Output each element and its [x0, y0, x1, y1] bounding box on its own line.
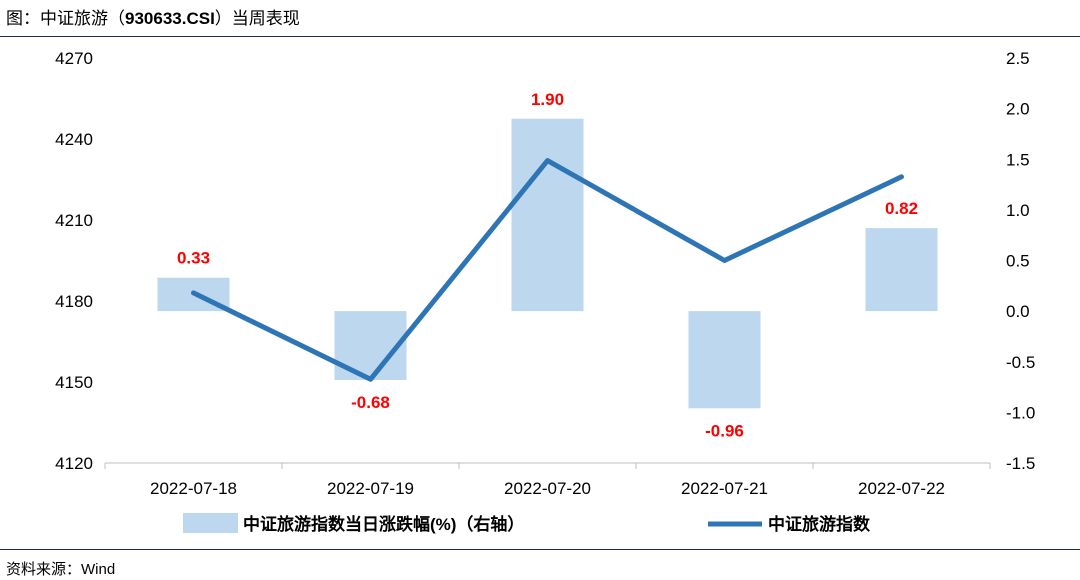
x-tick-label: 2022-07-18	[150, 479, 237, 498]
x-tick-label: 2022-07-20	[504, 479, 591, 498]
x-tick-label: 2022-07-19	[327, 479, 414, 498]
bar-data-label: 1.90	[531, 90, 564, 109]
figure-title: 图：中证旅游（930633.CSI）当周表现	[6, 4, 300, 29]
y-left-tick-label: 4180	[55, 292, 93, 311]
bottom-rule	[0, 549, 1080, 550]
y-right-tick-label: -1.0	[1006, 403, 1035, 422]
y-right-tick-label: -1.5	[1006, 454, 1035, 473]
y-right-tick-label: 2.5	[1006, 49, 1030, 68]
legend-bar-swatch	[183, 513, 238, 533]
y-right-tick-label: 2.0	[1006, 100, 1030, 119]
y-left-tick-label: 4210	[55, 211, 93, 230]
y-left-tick-label: 4150	[55, 373, 93, 392]
chart-area: 4270 4240 4210 4180 4150 4120 2.5 2.0 1.5 1.0 0.5 0…	[55, 49, 1035, 534]
bar-daily-change	[688, 311, 761, 409]
y-right-tick-label: 0.5	[1006, 252, 1030, 271]
x-tick-label: 2022-07-21	[681, 479, 768, 498]
y-left-tick-label: 4120	[55, 454, 93, 473]
bar-data-label: 0.33	[177, 249, 210, 268]
legend-line-label: 中证旅游指数	[768, 514, 871, 534]
y-right-tick-label: 1.0	[1006, 201, 1030, 220]
bar-data-label: -0.68	[351, 393, 390, 412]
figure-title-code: 930633.CSI	[125, 9, 215, 28]
legend-bar-label: 中证旅游指数当日涨跌幅(%)（右轴）	[243, 514, 524, 534]
y-left-tick-label: 4240	[55, 130, 93, 149]
bar-daily-change	[865, 228, 938, 312]
y-right-tick-label: -0.5	[1006, 353, 1035, 372]
bar-daily-change	[511, 118, 584, 312]
source-note: 资料来源：Wind	[6, 561, 116, 578]
top-rule	[0, 36, 1080, 37]
figure-title-suffix: ）当周表现	[214, 9, 300, 28]
x-tick-label: 2022-07-22	[858, 479, 945, 498]
y-left-tick-label: 4270	[55, 49, 93, 68]
y-right-tick-label: 0.0	[1006, 302, 1030, 321]
figure-title-prefix: 图：中证旅游（	[6, 9, 125, 28]
bar-data-label: 0.82	[885, 199, 918, 218]
y-right-tick-label: 1.5	[1006, 150, 1030, 169]
bar-data-label: -0.96	[705, 421, 744, 440]
